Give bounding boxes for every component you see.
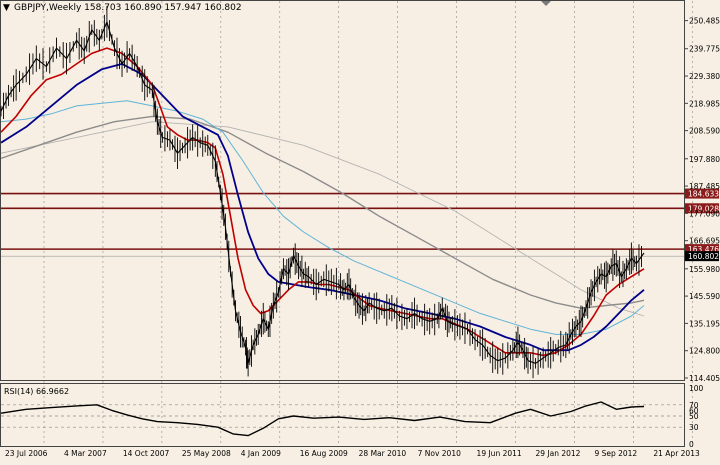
price-label-box	[685, 188, 719, 199]
x-tick-label: 28 Mar 2010	[359, 449, 407, 458]
y-tick-label: 145.590	[689, 292, 720, 301]
price-line	[0, 21, 645, 364]
rsi-label: RSI(14) 66.9662	[4, 387, 69, 396]
current-price-box	[685, 251, 719, 262]
grid	[43, 1, 693, 446]
scroll-marker-icon[interactable]	[540, 0, 552, 6]
rsi-tick-label: 60	[689, 406, 699, 415]
y-tick-label: 239.775	[689, 45, 720, 54]
y-tick-label: 124.800	[689, 347, 720, 356]
price-label: 184.633	[688, 190, 719, 199]
price-axis: 250.485 239.775 229.380 218.985 208.590 197.8…	[684, 17, 720, 383]
x-tick-label: 25 May 2008	[182, 449, 231, 458]
rsi-tick-label: 30	[689, 423, 699, 432]
y-tick-label: 250.485	[689, 17, 720, 26]
time-axis: 23 Jul 2006 4 Mar 2007 14 Oct 2007 25 May 2…	[5, 449, 700, 458]
ma_slow-line	[0, 100, 645, 335]
y-tick-label: 135.195	[689, 319, 720, 328]
y-tick-label: 218.985	[689, 99, 720, 108]
y-tick-label: 155.980	[689, 265, 720, 274]
price-label-box	[685, 244, 719, 255]
x-tick-label: 9 Sep 2012	[594, 449, 637, 458]
y-tick-label: 114.405	[689, 374, 720, 383]
x-tick-label: 4 Mar 2007	[64, 449, 107, 458]
price-label-box	[685, 203, 719, 214]
rsi-tick-label: 0	[689, 440, 694, 449]
x-tick-label: 7 Nov 2010	[418, 449, 461, 458]
x-tick-label: 14 Oct 2007	[123, 449, 170, 458]
y-tick-label: 197.880	[689, 155, 720, 164]
x-tick-label: 29 Jan 2012	[535, 449, 580, 458]
main-panel-border	[0, 0, 685, 381]
y-tick-label: 177.090	[689, 209, 720, 218]
collapse-icon[interactable]: ▼	[3, 3, 10, 13]
y-tick-label: 229.380	[689, 72, 720, 81]
rsi-panel-border	[0, 383, 685, 447]
rsi-tick-label: 100	[689, 384, 704, 393]
x-tick-label: 23 Jul 2006	[5, 449, 48, 458]
x-tick-label: 4 Jan 2009	[241, 449, 281, 458]
price-label: 163.476	[688, 245, 719, 254]
rsi-tick-label: 70	[689, 401, 699, 410]
y-tick-label: 208.590	[689, 127, 720, 136]
price-series	[0, 6, 645, 379]
current-price-label: 160.802	[688, 252, 719, 261]
price-label: 179.028	[688, 204, 719, 213]
x-tick-label: 21 Apr 2013	[653, 449, 700, 458]
ma_xlong-line	[0, 121, 645, 317]
rsi-tick-label: 50	[689, 412, 699, 421]
x-tick-label: 16 Aug 2009	[300, 449, 348, 458]
rsi-line	[0, 401, 645, 437]
y-tick-label: 166.695	[689, 237, 720, 246]
x-tick-label: 19 Jun 2011	[477, 449, 522, 458]
ma_long-line	[0, 115, 645, 309]
chart-title: GBPJPY,Weekly 158.703 160.890 157.947 16…	[14, 3, 242, 13]
y-tick-label: 187.485	[689, 182, 720, 191]
